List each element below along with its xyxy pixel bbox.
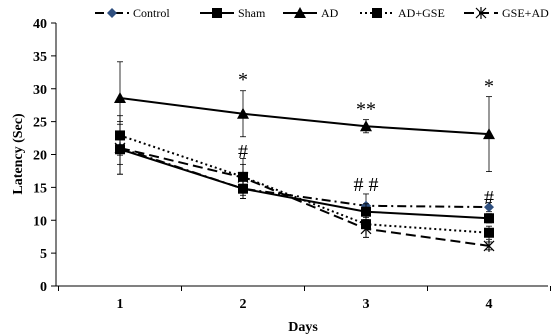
legend-item: GSE+AD [464, 6, 549, 20]
series-gse-ad [114, 131, 495, 252]
legend-marker [212, 8, 222, 18]
y-tick-label: 20 [33, 149, 47, 164]
legend-label: AD+GSE [398, 6, 445, 20]
y-axis-title: Latency (Sec) [11, 113, 26, 195]
legend: Control Sham AD AD+GSE GSE+AD [95, 6, 549, 20]
axes: 0 5 10 15 20 25 30 35 40 1 2 3 4 [33, 17, 551, 312]
legend-label: GSE+AD [502, 6, 549, 20]
data-point [114, 141, 126, 154]
data-point [483, 239, 495, 252]
legend-item: Sham [200, 6, 266, 20]
series-line [119, 134, 490, 234]
x-tick-label: 1 [117, 297, 124, 312]
legend-label: AD [321, 6, 339, 20]
series-line [119, 146, 490, 209]
x-tick-label: 3 [363, 297, 370, 312]
y-tick-label: 5 [40, 247, 47, 262]
y-tick-label: 15 [33, 181, 47, 196]
data-point [237, 171, 249, 184]
legend-label: Sham [238, 6, 266, 20]
y-tick-label: 35 [33, 50, 47, 65]
y-tick-label: 30 [33, 83, 47, 98]
legend-marker [107, 8, 117, 18]
series-line [119, 148, 490, 220]
legend-marker [294, 7, 306, 18]
x-tick-label: 2 [240, 297, 247, 312]
data-point [360, 222, 372, 235]
series-ad-gse [115, 115, 494, 240]
series-group [114, 61, 495, 252]
significance-mark: ** [356, 98, 376, 120]
data-point [484, 227, 494, 238]
legend-item: Control [95, 6, 170, 20]
series-sham [115, 123, 494, 224]
significance-mark: # [238, 141, 248, 163]
significance-mark: # # [354, 174, 379, 196]
y-tick-label: 10 [33, 214, 47, 229]
y-tick-label: 0 [40, 280, 47, 295]
data-point [484, 213, 494, 224]
y-tick-label: 40 [33, 17, 47, 32]
significance-mark: # [484, 187, 494, 209]
legend-marker [475, 7, 487, 19]
annotations: ****## ## [238, 69, 494, 209]
series-line [119, 96, 490, 136]
data-point [483, 128, 495, 140]
series-line [119, 146, 490, 247]
legend-item: AD+GSE [360, 6, 445, 20]
data-point [360, 120, 372, 132]
legend-item: AD [283, 6, 339, 20]
data-point [114, 91, 126, 103]
significance-mark: * [238, 69, 248, 91]
x-axis-title: Days [288, 320, 318, 335]
data-point [484, 202, 494, 213]
data-point [237, 107, 249, 119]
legend-label: Control [133, 6, 170, 20]
y-tick-label: 25 [33, 116, 47, 131]
series-ad [114, 61, 495, 172]
series-control [115, 121, 494, 219]
significance-mark: * [484, 75, 494, 97]
x-tick-label: 4 [486, 297, 493, 312]
legend-marker [372, 8, 382, 18]
